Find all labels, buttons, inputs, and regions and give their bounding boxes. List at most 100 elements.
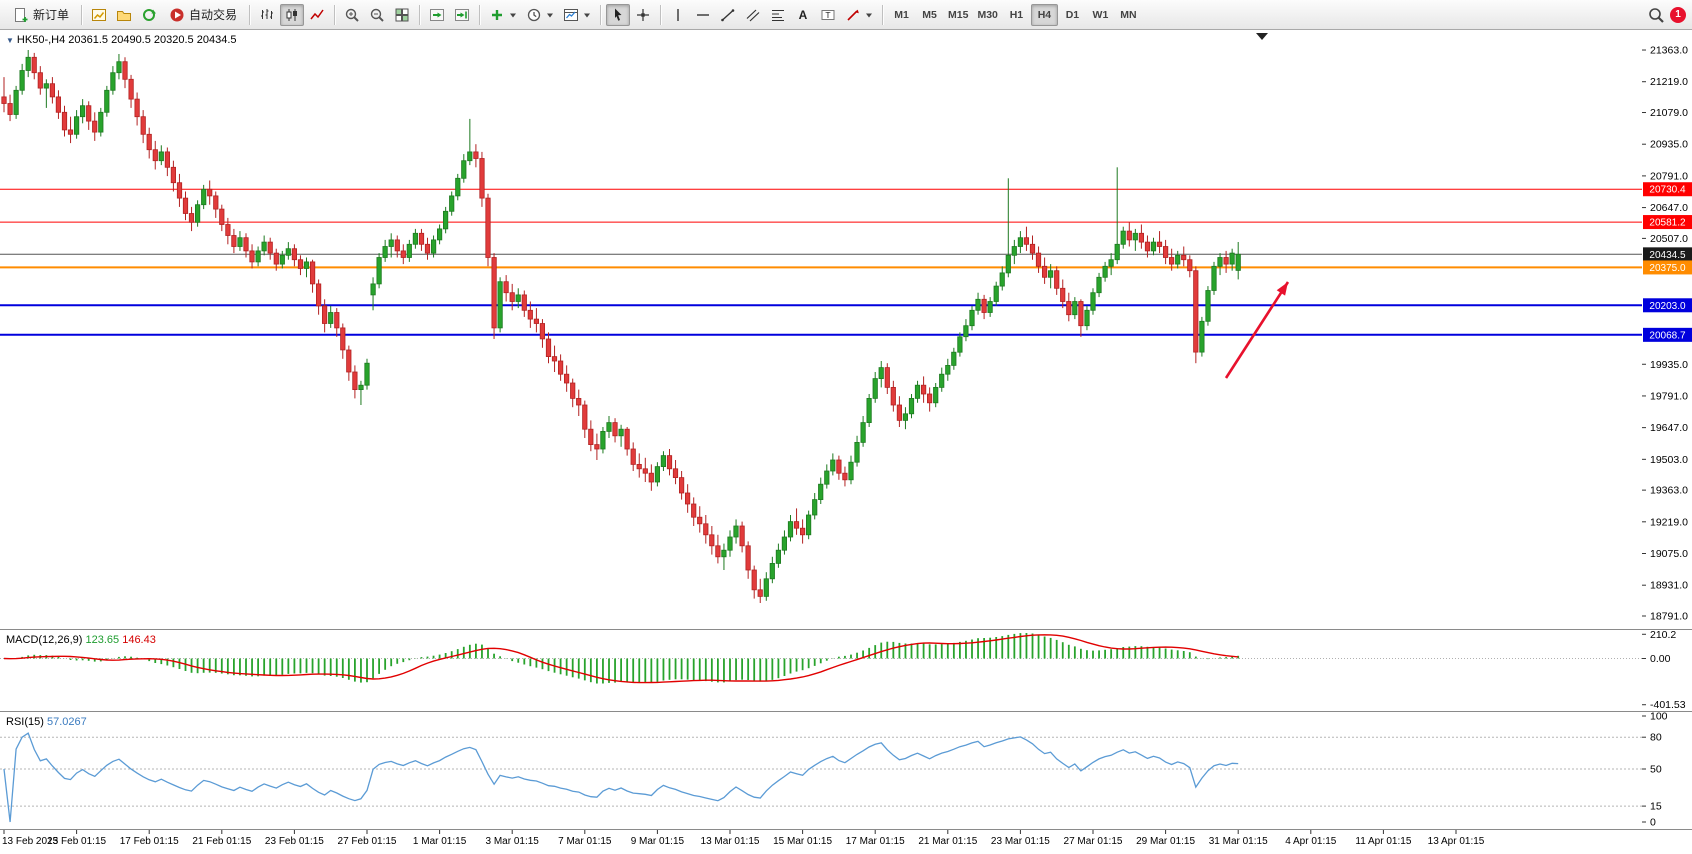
fibonacci-tool-button[interactable] bbox=[766, 4, 790, 26]
auto-scroll-button[interactable] bbox=[425, 4, 449, 26]
bar-chart-icon bbox=[259, 7, 275, 23]
price-axis-label: 20791.0 bbox=[1650, 170, 1688, 182]
time-axis-label: 27 Mar 01:15 bbox=[1064, 836, 1123, 847]
timeframe-mn-button[interactable]: MN bbox=[1120, 8, 1137, 21]
expand-arrow-icon[interactable]: ▼ bbox=[6, 36, 14, 45]
timeframe-h1-button[interactable]: H1 bbox=[1009, 8, 1024, 21]
price-badge-label: 20068.7 bbox=[1649, 330, 1686, 341]
time-axis-label: 27 Feb 01:15 bbox=[338, 836, 397, 847]
time-axis-label: 13 Mar 01:15 bbox=[701, 836, 760, 847]
timeframe-m30-button[interactable]: M30 bbox=[977, 8, 998, 21]
main-toolbar: 新订单 自动交易 A T M1 M5 M15 M30 H1 H4 D1 W1 M… bbox=[0, 0, 1692, 30]
price-badge-label: 20203.0 bbox=[1649, 301, 1686, 312]
price-badge-label: 20581.2 bbox=[1649, 218, 1686, 229]
search-icon bbox=[1647, 6, 1665, 24]
vertical-line-tool-button[interactable] bbox=[666, 4, 690, 26]
trendline-icon bbox=[720, 7, 736, 23]
price-badge bbox=[1643, 215, 1692, 230]
refresh-icon bbox=[141, 7, 157, 23]
chevron-down-icon bbox=[546, 7, 554, 23]
horizontal-line-tool-button[interactable] bbox=[691, 4, 715, 26]
add-indicator-icon bbox=[489, 7, 505, 23]
text-tool-button[interactable]: A bbox=[791, 4, 815, 26]
chart-area[interactable]: 21363.0 21219.0 21079.0 20935.0 20791.0 20647… bbox=[0, 30, 1692, 854]
channel-icon bbox=[745, 7, 761, 23]
time-axis-label: 13 Apr 01:15 bbox=[1428, 836, 1485, 847]
timeframe-m15-button[interactable]: M15 bbox=[948, 8, 969, 21]
trendline-tool-button[interactable] bbox=[716, 4, 740, 26]
time-axis-label: 7 Mar 01:15 bbox=[558, 836, 612, 847]
zoom-out-button[interactable] bbox=[365, 4, 389, 26]
price-badge bbox=[1643, 182, 1692, 197]
autotrading-icon bbox=[169, 7, 185, 23]
refresh-button[interactable] bbox=[137, 4, 161, 26]
new-chart-button[interactable] bbox=[87, 4, 111, 26]
vertical-line-icon bbox=[670, 7, 686, 23]
time-axis-label: 13 Feb 2023 bbox=[2, 836, 59, 847]
zoom-in-icon bbox=[344, 7, 360, 23]
time-axis-label: 31 Mar 01:15 bbox=[1209, 836, 1268, 847]
tile-windows-button[interactable] bbox=[390, 4, 414, 26]
new-chart-icon bbox=[91, 7, 107, 23]
chart-canvas[interactable]: 21363.0 21219.0 21079.0 20935.0 20791.0 20647… bbox=[0, 30, 1692, 854]
toolbar-separator bbox=[81, 4, 83, 25]
line-chart-button[interactable] bbox=[305, 4, 329, 26]
new-order-icon bbox=[13, 7, 29, 23]
candlesticks[interactable] bbox=[1, 50, 1241, 603]
template-icon bbox=[563, 7, 579, 23]
macd-axis-label: 0.00 bbox=[1650, 653, 1671, 665]
search-button[interactable] bbox=[1643, 4, 1669, 26]
candlestick-chart-button[interactable] bbox=[280, 3, 305, 26]
toolbar-separator bbox=[600, 4, 602, 25]
label-icon: T bbox=[820, 7, 836, 23]
indicators-button[interactable] bbox=[485, 4, 521, 26]
timeframe-m1-button[interactable]: M1 bbox=[894, 8, 909, 21]
timeframe-h4-button[interactable]: H4 bbox=[1030, 3, 1058, 26]
time-axis-label: 23 Feb 01:15 bbox=[265, 836, 324, 847]
line-chart-icon bbox=[309, 7, 325, 23]
profiles-button[interactable] bbox=[112, 4, 136, 26]
rsi-axis-label: 100 bbox=[1650, 711, 1668, 723]
macd-axis-label: -401.53 bbox=[1650, 699, 1686, 711]
time-axis-label: 4 Apr 01:15 bbox=[1285, 836, 1337, 847]
price-axis-label: 19503.0 bbox=[1650, 454, 1688, 466]
price-badge bbox=[1643, 260, 1692, 275]
zoom-in-button[interactable] bbox=[340, 4, 364, 26]
rsi-line bbox=[3, 732, 1239, 823]
channel-tool-button[interactable] bbox=[741, 4, 765, 26]
time-axis-label: 29 Mar 01:15 bbox=[1136, 836, 1195, 847]
time-axis-label: 23 Mar 01:15 bbox=[991, 836, 1050, 847]
autotrading-button[interactable]: 自动交易 bbox=[162, 4, 244, 26]
toolbar-separator bbox=[419, 4, 421, 25]
price-axis-label: 20507.0 bbox=[1650, 233, 1688, 245]
periods-button[interactable] bbox=[522, 4, 558, 26]
autotrading-label: 自动交易 bbox=[189, 8, 238, 22]
crosshair-tool-button[interactable] bbox=[631, 4, 655, 26]
new-order-label: 新订单 bbox=[33, 8, 70, 22]
time-axis-label: 17 Mar 01:15 bbox=[846, 836, 905, 847]
new-order-button[interactable]: 新订单 bbox=[6, 4, 76, 26]
timeframe-m5-button[interactable]: M5 bbox=[922, 8, 937, 21]
cursor-tool-button[interactable] bbox=[606, 3, 631, 26]
templates-button[interactable] bbox=[559, 4, 595, 26]
price-axis-label: 19363.0 bbox=[1650, 485, 1688, 497]
timeframe-w1-button[interactable]: W1 bbox=[1092, 8, 1109, 21]
toolbar-separator bbox=[334, 4, 336, 25]
chart-shift-button[interactable] bbox=[450, 4, 474, 26]
chart-shift-marker[interactable] bbox=[1256, 33, 1268, 40]
tile-windows-icon bbox=[394, 7, 410, 23]
annotation-arrow[interactable] bbox=[1224, 281, 1290, 379]
chevron-down-icon bbox=[865, 7, 873, 23]
price-axis-label: 21219.0 bbox=[1650, 76, 1688, 88]
price-axis-label: 18931.0 bbox=[1650, 580, 1688, 592]
notifications-badge[interactable]: 1 bbox=[1670, 6, 1686, 23]
zoom-out-icon bbox=[369, 7, 385, 23]
time-axis-label: 11 Apr 01:15 bbox=[1355, 836, 1411, 847]
price-badge-label: 20730.4 bbox=[1649, 185, 1686, 196]
shapes-tool-button[interactable] bbox=[841, 4, 877, 26]
bar-chart-button[interactable] bbox=[255, 4, 279, 26]
timeframe-d1-button[interactable]: D1 bbox=[1065, 8, 1080, 21]
time-axis-label: 21 Feb 01:15 bbox=[192, 836, 251, 847]
toolbar-separator bbox=[479, 4, 481, 25]
label-tool-button[interactable]: T bbox=[816, 4, 840, 26]
